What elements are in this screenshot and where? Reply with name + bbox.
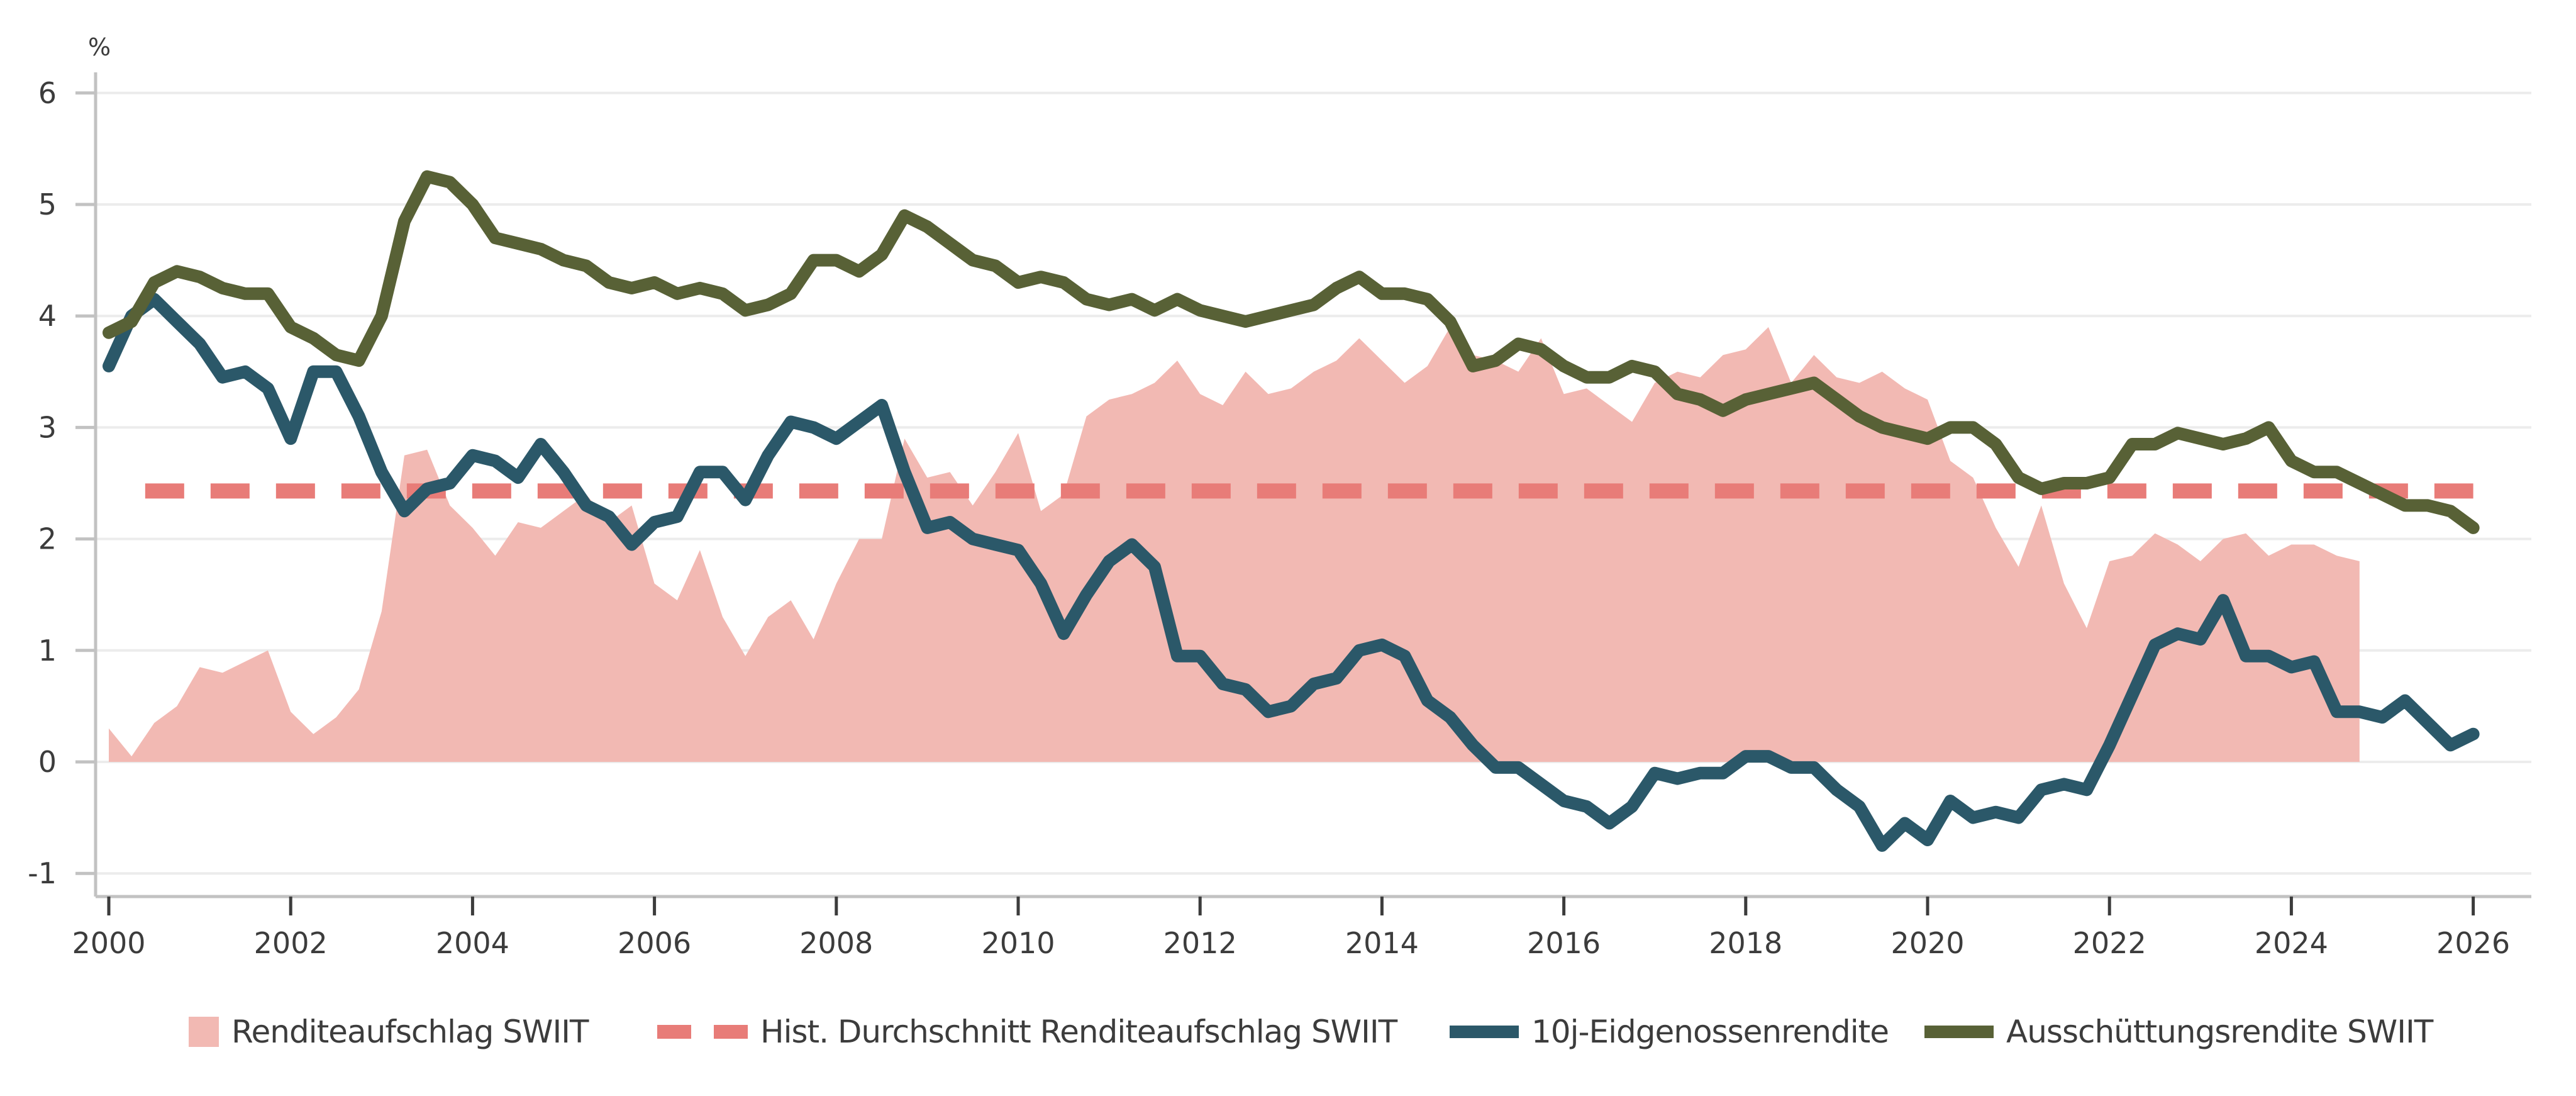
legend-swatch-line: [1924, 1026, 1994, 1038]
y-tick-label: 2: [38, 522, 57, 556]
spread-area-layer: [109, 327, 2360, 762]
x-tick-label: 2026: [2436, 926, 2510, 960]
x-tick-label: 2020: [1890, 926, 1964, 960]
legend-label: Ausschüttungsrendite SWIIT: [2006, 1014, 2433, 1050]
y-axis-unit: %: [88, 33, 111, 61]
legend-item-bond-yield[interactable]: 10j-Eidgenossenrendite: [1450, 1004, 1889, 1060]
legend-item-average[interactable]: Hist. Durchschnitt Renditeaufschlag SWII…: [657, 1004, 1397, 1060]
x-tick-label: 2008: [799, 926, 873, 960]
x-tick-label: 2022: [2073, 926, 2146, 960]
lines-layer: [103, 170, 2480, 852]
series-line-distribution-yield: [103, 170, 2480, 534]
y-tick-label: 6: [38, 76, 57, 110]
series-area-renditeaufschlag: [109, 327, 2360, 762]
x-tick-label: 2018: [1709, 926, 1782, 960]
legend-label: Renditeaufschlag SWIIT: [231, 1014, 589, 1050]
x-tick-label: 2006: [618, 926, 691, 960]
y-tick-label: 3: [38, 410, 57, 444]
legend-label: 10j-Eidgenossenrendite: [1531, 1014, 1889, 1050]
x-tick-label: 2002: [254, 926, 328, 960]
x-tick-label: 2014: [1345, 926, 1419, 960]
y-tick-label: -1: [28, 856, 57, 890]
legend-item-spread[interactable]: Renditeaufschlag SWIIT: [189, 1004, 589, 1060]
x-tick-label: 2024: [2255, 926, 2328, 960]
legend-item-distribution-yield[interactable]: Ausschüttungsrendite SWIIT: [1924, 1004, 2433, 1060]
legend-swatch-area: [189, 1017, 219, 1047]
x-tick-label: 2010: [981, 926, 1055, 960]
series-line-10y-yield: [103, 293, 2480, 852]
legend-label: Hist. Durchschnitt Renditeaufschlag SWII…: [760, 1014, 1397, 1050]
y-tick-label: 4: [38, 299, 57, 333]
legend-swatch-line: [1450, 1026, 1519, 1038]
x-tick-label: 2012: [1163, 926, 1237, 960]
x-tick-label: 2004: [436, 926, 509, 960]
legend: Renditeaufschlag SWIIT Hist. Durchschnit…: [0, 1004, 2576, 1060]
x-tick-label: 2000: [72, 926, 145, 960]
y-tick-label: 1: [38, 634, 57, 668]
y-tick-label: 5: [38, 187, 57, 221]
y-tick-label: 0: [38, 745, 57, 779]
x-tick-label: 2016: [1527, 926, 1601, 960]
axes: -1 0 1 2 3 4 5 6 2000 2002 2004 2006 2008 2010 2012 201…: [28, 72, 2531, 960]
legend-swatch-dashed: [657, 1025, 748, 1039]
